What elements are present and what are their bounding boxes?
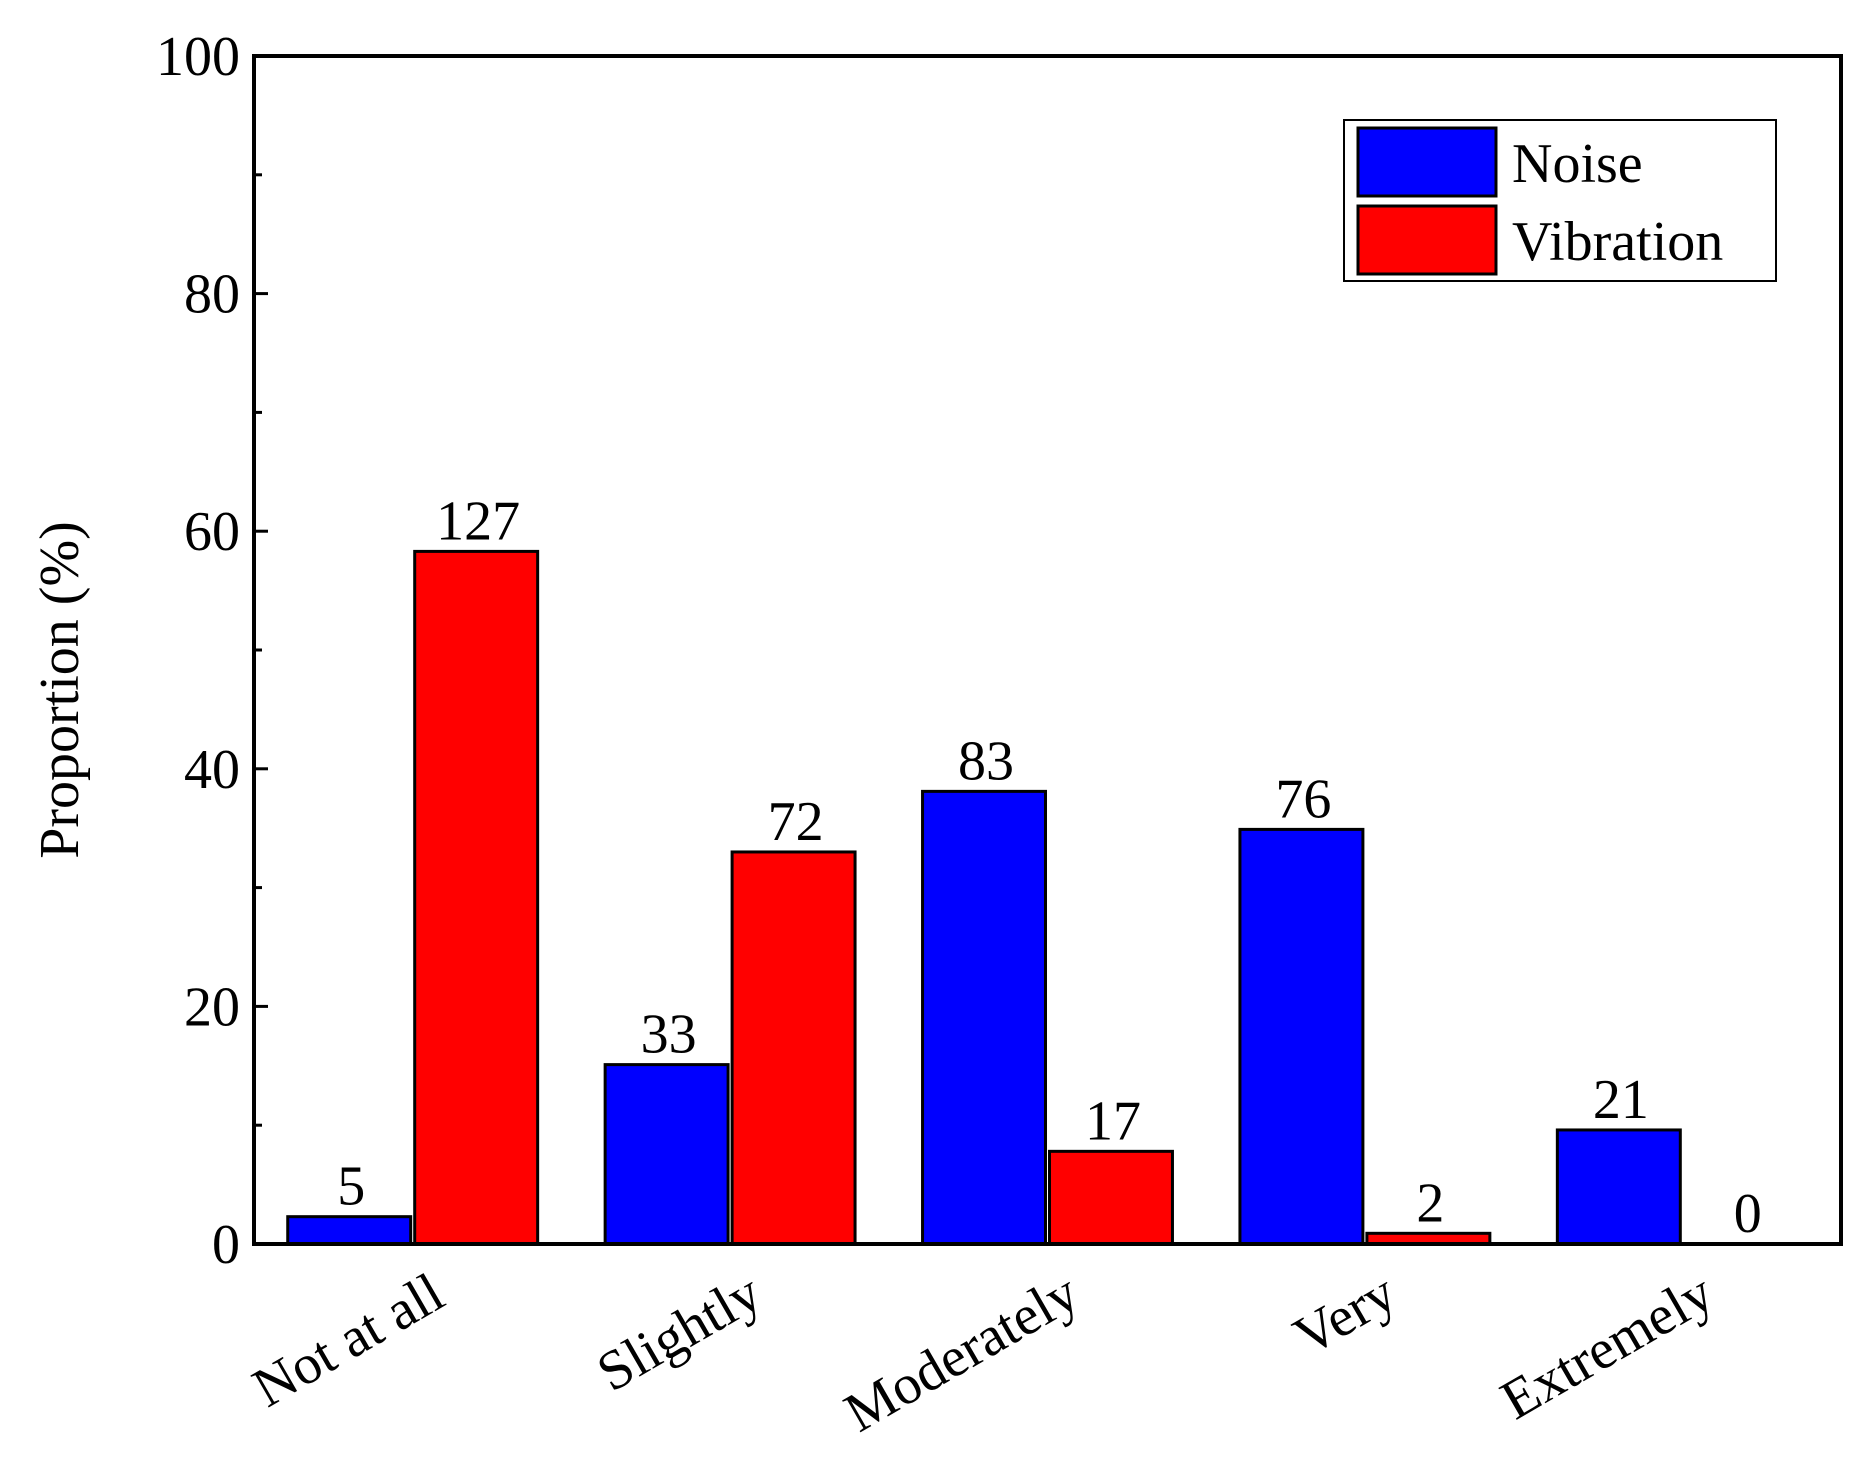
x-tick-label: Extremely bbox=[1491, 1262, 1724, 1432]
value-label: 83 bbox=[958, 730, 1014, 792]
y-axis-label: Proportion (%) bbox=[29, 521, 91, 859]
bar bbox=[1238, 827, 1365, 1246]
bar bbox=[413, 549, 540, 1246]
legend-label: Vibration bbox=[1512, 211, 1723, 273]
bar bbox=[921, 789, 1047, 1246]
legend-swatch bbox=[1356, 204, 1498, 276]
bar bbox=[1048, 1149, 1174, 1246]
value-label: 2 bbox=[1416, 1172, 1444, 1234]
x-tick-label: Moderately bbox=[834, 1262, 1089, 1445]
bar bbox=[730, 850, 857, 1246]
y-tick-label: 60 bbox=[184, 501, 240, 563]
x-tick-label: Very bbox=[1284, 1262, 1407, 1369]
value-label: 33 bbox=[641, 1004, 697, 1066]
legend-label: Noise bbox=[1512, 133, 1643, 195]
legend-swatch bbox=[1356, 126, 1498, 198]
value-label: 72 bbox=[768, 791, 824, 853]
value-label: 17 bbox=[1085, 1090, 1141, 1152]
x-tick-label: Not at all bbox=[243, 1262, 454, 1420]
plot-frame bbox=[252, 54, 1843, 1246]
value-label: 5 bbox=[337, 1156, 365, 1218]
y-tick-label: 40 bbox=[184, 739, 240, 801]
value-label: 0 bbox=[1734, 1183, 1762, 1245]
y-tick-label: 0 bbox=[212, 1214, 240, 1276]
bar bbox=[1555, 1128, 1682, 1246]
x-tick-label: Slightly bbox=[587, 1262, 772, 1404]
value-label: 127 bbox=[436, 490, 520, 552]
y-tick-label: 20 bbox=[184, 976, 240, 1038]
y-tick-label: 100 bbox=[156, 26, 240, 88]
value-label: 21 bbox=[1593, 1069, 1649, 1131]
bar bbox=[603, 1063, 730, 1246]
y-tick-label: 80 bbox=[184, 264, 240, 326]
bar bbox=[286, 1215, 413, 1246]
value-label: 76 bbox=[1275, 768, 1331, 830]
